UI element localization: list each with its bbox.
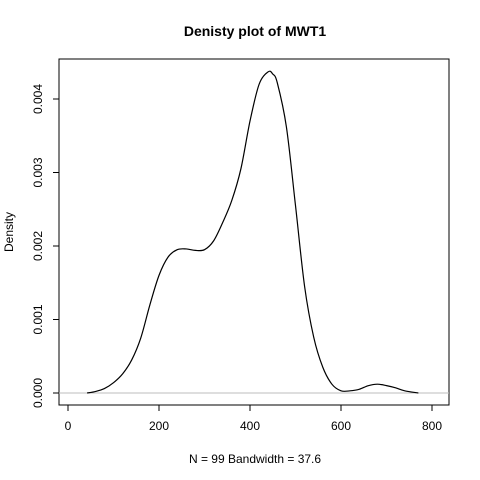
y-tick-label-0: 0.000 (31, 378, 45, 408)
y-axis: 0.000 0.001 0.002 0.003 0.004 (31, 84, 60, 408)
density-curve (87, 70, 419, 394)
x-tick-label-3: 600 (331, 419, 351, 433)
y-tick-label-1: 0.001 (31, 304, 45, 334)
y-tick-label-3: 0.003 (31, 157, 45, 187)
y-tick-label-4: 0.004 (31, 84, 45, 114)
y-tick-label-2: 0.002 (31, 231, 45, 261)
x-tick-label-2: 400 (240, 419, 260, 433)
x-tick-label-4: 800 (422, 419, 442, 433)
x-tick-label-0: 0 (65, 419, 72, 433)
chart-title: Denisty plot of MWT1 (184, 23, 327, 39)
x-tick-label-1: 200 (149, 419, 169, 433)
y-axis-label: Density (2, 212, 16, 252)
x-axis: 0 200 400 600 800 (65, 404, 442, 433)
x-axis-label: N = 99 Bandwidth = 37.6 (189, 452, 321, 466)
plot-box (58, 58, 450, 406)
